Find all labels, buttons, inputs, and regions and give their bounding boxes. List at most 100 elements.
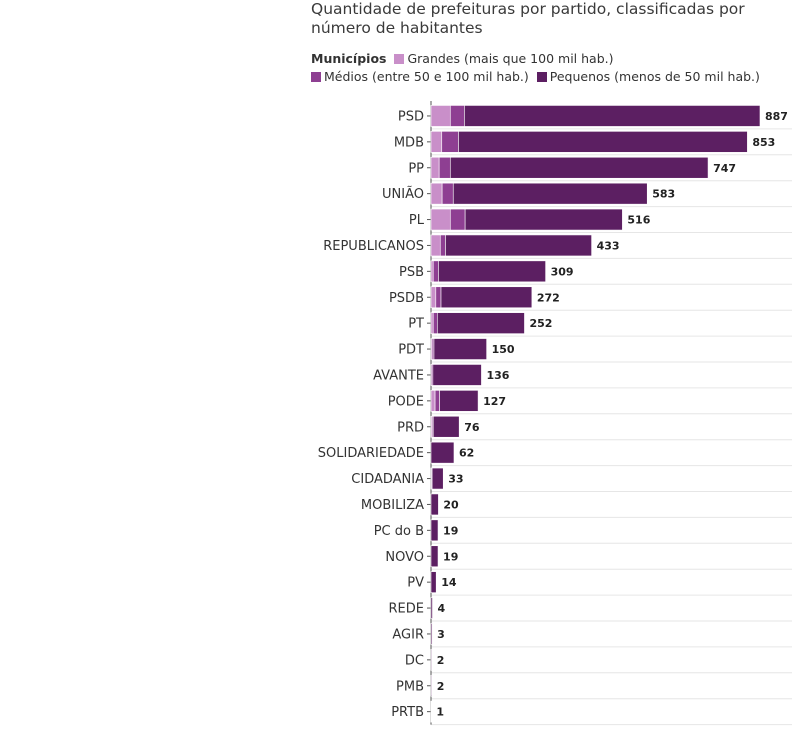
bar-segment-pequenos	[430, 597, 433, 619]
bar-segment-pequenos	[445, 234, 592, 257]
bar-segment-grandes	[430, 208, 451, 231]
bar-segment-grandes	[430, 312, 434, 334]
category-label: NOVO	[385, 550, 424, 565]
bar-segment-pequenos	[464, 105, 761, 127]
legend-label-pequenos: Pequenos (menos de 50 mil hab.)	[549, 69, 760, 84]
bar-segment-medios	[432, 312, 438, 334]
category-label: PC do B	[374, 524, 424, 539]
legend-item-pequenos: Pequenos (menos de 50 mil hab.)	[536, 69, 760, 84]
bar-segment-medios	[441, 131, 459, 153]
value-label: 2	[437, 680, 445, 693]
value-label: 20	[443, 498, 459, 511]
bar-segment-pequenos	[430, 519, 439, 542]
bar-segment-medios	[435, 286, 442, 309]
bar-segment-pequenos	[458, 131, 748, 153]
legend-swatch-medios	[311, 72, 321, 82]
legend-heading: Municípios	[311, 51, 387, 66]
category-label: PV	[407, 576, 424, 591]
legend-swatch-pequenos	[536, 72, 547, 82]
value-label: 19	[443, 524, 458, 537]
value-label: 4	[437, 602, 445, 615]
category-label: PL	[409, 213, 425, 228]
category-label: MDB	[394, 135, 424, 150]
bar-segment-pequenos	[430, 441, 455, 464]
value-label: 3	[437, 628, 445, 641]
chart-title: Quantidade de prefeituras por partido, c…	[311, 0, 745, 37]
category-label: AGIR	[392, 627, 424, 642]
bar-segment-pequenos	[438, 260, 546, 283]
chart-legend: Municípios Grandes (mais que 100 mil hab…	[311, 50, 791, 86]
category-label: DC	[405, 653, 424, 668]
category-label: CIDADANIA	[351, 472, 424, 487]
value-label: 150	[492, 343, 515, 356]
bar-segment-pequenos	[439, 390, 479, 412]
bar-segment-grandes	[430, 390, 436, 412]
category-label: PDT	[398, 343, 424, 358]
value-label: 19	[443, 550, 458, 563]
category-label: MOBILIZA	[361, 498, 424, 513]
bar-segment-pequenos	[433, 338, 487, 360]
bar-segment-pequenos	[430, 623, 433, 645]
category-label: PMB	[396, 679, 424, 694]
category-label: PRD	[397, 420, 424, 435]
bar-segment-grandes	[430, 234, 441, 257]
value-label: 583	[652, 188, 675, 201]
legend-swatch-grandes	[394, 54, 405, 64]
bar-segment-pequenos	[432, 415, 460, 438]
value-label: 309	[551, 265, 574, 278]
category-label: UNIÃO	[382, 186, 424, 202]
bar-segment-medios	[441, 182, 454, 205]
value-label: 853	[752, 136, 775, 149]
bar-segment-pequenos	[430, 545, 439, 568]
value-label: 433	[597, 239, 620, 252]
legend-item-medios: Médios (entre 50 e 100 mil hab.)	[311, 69, 533, 84]
bar-segment-pequenos	[449, 156, 709, 179]
value-label: 62	[459, 447, 474, 460]
legend-label-grandes: Grandes (mais que 100 mil hab.)	[407, 51, 614, 66]
category-label: PT	[408, 317, 424, 332]
category-label: PP	[408, 161, 424, 176]
category-label: PSB	[399, 265, 424, 280]
bar-segment-medios	[438, 156, 451, 179]
category-label: PSDB	[389, 291, 424, 306]
value-label: 516	[627, 214, 650, 227]
category-label: REDE	[389, 602, 424, 617]
category-label: PSD	[398, 109, 424, 124]
bar-segment-pequenos	[452, 182, 648, 205]
bar-segment-pequenos	[440, 286, 533, 309]
bar-segment-grandes	[430, 131, 443, 153]
value-label: 2	[437, 654, 445, 667]
value-label: 887	[765, 110, 788, 123]
bar-segment-pequenos	[430, 674, 433, 697]
bar-segment-pequenos	[432, 364, 482, 386]
bar-segment-grandes	[430, 105, 451, 127]
value-label: 127	[483, 395, 506, 408]
bar-segment-pequenos	[430, 649, 433, 671]
bar-segment-grandes	[430, 182, 443, 205]
value-label: 14	[441, 576, 457, 589]
legend-label-medios: Médios (entre 50 e 100 mil hab.)	[324, 69, 529, 84]
legend-item-grandes: Grandes (mais que 100 mil hab.)	[394, 51, 613, 66]
value-label: 1	[436, 706, 444, 719]
value-label: 136	[486, 369, 509, 382]
value-label: 747	[713, 162, 736, 175]
bar-segment-pequenos	[430, 493, 439, 516]
bar-segment-medios	[432, 260, 439, 283]
value-label: 76	[464, 421, 480, 434]
bar-segment-medios	[434, 390, 440, 412]
bar-segment-pequenos	[431, 467, 444, 490]
bar-segment-medios	[439, 234, 446, 257]
category-label: AVANTE	[373, 368, 424, 383]
category-label: REPUBLICANOS	[323, 239, 424, 254]
bar-segment-medios	[449, 208, 466, 231]
bar-segment-pequenos	[464, 208, 623, 231]
category-label: SOLIDARIEDADE	[318, 446, 424, 461]
bar-segment-grandes	[430, 260, 434, 283]
bar-segment-medios	[449, 105, 465, 127]
bar-segment-pequenos	[430, 571, 437, 593]
category-label: PODE	[388, 394, 424, 409]
value-label: 252	[529, 317, 552, 330]
value-label: 33	[448, 473, 463, 486]
bar-segment-grandes	[430, 286, 437, 309]
bar-segment-grandes	[430, 156, 440, 179]
